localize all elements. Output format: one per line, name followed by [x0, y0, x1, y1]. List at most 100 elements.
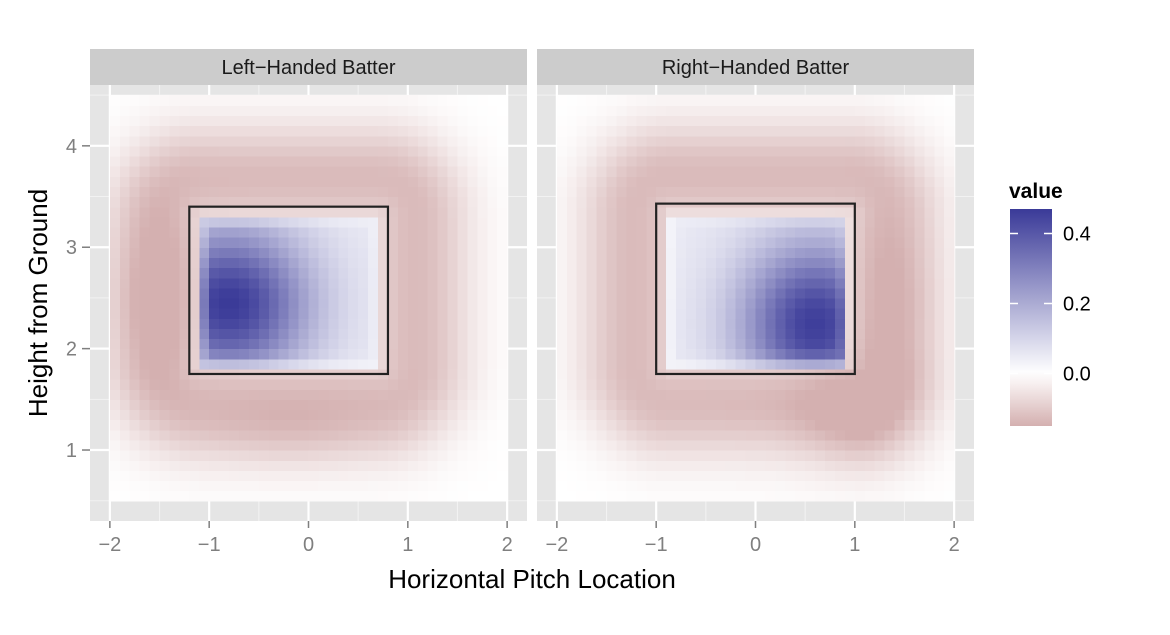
heatmap-tile — [159, 297, 171, 309]
heatmap-tile — [457, 216, 469, 228]
heatmap-tile — [149, 399, 161, 411]
heatmap-tile — [844, 419, 856, 431]
heatmap-tile — [477, 257, 488, 269]
heatmap-tile — [199, 490, 210, 502]
heatmap-tile — [427, 247, 439, 258]
heatmap-tile — [189, 389, 200, 400]
heatmap-tile — [318, 358, 329, 370]
heatmap-tile — [437, 399, 449, 411]
heatmap-tile — [318, 338, 329, 350]
heatmap-tile — [556, 216, 568, 228]
heatmap-tile — [487, 115, 498, 127]
heatmap-tile — [248, 480, 260, 492]
heatmap-tile — [258, 115, 270, 127]
panel-right: Right−Handed Batter−2 −1 0 1 2 — [537, 49, 974, 556]
heatmap-tile — [924, 267, 935, 279]
heatmap-tile — [815, 237, 826, 248]
heatmap-tile — [854, 155, 866, 167]
heatmap-tile — [934, 480, 945, 492]
heatmap-tile — [924, 358, 935, 370]
heatmap-tile — [318, 115, 329, 127]
heatmap-tile — [636, 470, 647, 482]
heatmap-tile — [407, 196, 419, 208]
heatmap-tile — [437, 297, 449, 309]
heatmap-tile — [894, 95, 906, 106]
heatmap-tile — [397, 450, 409, 461]
heatmap-tile — [219, 257, 230, 269]
heatmap-tile — [139, 247, 151, 258]
heatmap-tile — [169, 196, 180, 208]
heatmap-tile — [129, 176, 141, 187]
heatmap-tile — [586, 155, 598, 167]
heatmap-tile — [785, 348, 796, 360]
heatmap-tile — [844, 389, 856, 400]
heatmap-tile — [288, 115, 300, 127]
heatmap-tile — [407, 277, 419, 289]
heatmap-tile — [815, 480, 826, 492]
heatmap-tile — [944, 348, 955, 360]
heatmap-tile — [397, 216, 409, 228]
heatmap-tile — [805, 439, 816, 451]
heatmap-tile — [268, 308, 280, 319]
heatmap-tile — [129, 287, 141, 299]
heatmap-tile — [119, 480, 131, 492]
heatmap-tile — [427, 470, 439, 482]
heatmap-tile — [189, 267, 200, 279]
heatmap-tile — [924, 338, 935, 350]
heatmap-tile — [715, 226, 727, 238]
heatmap-tile — [149, 490, 161, 502]
heatmap-tile — [636, 105, 647, 117]
heatmap-tile — [894, 186, 906, 198]
heatmap-tile — [288, 196, 300, 208]
heatmap-tile — [278, 206, 290, 218]
heatmap-tile — [616, 155, 627, 167]
heatmap-tile — [119, 95, 131, 106]
heatmap-tile — [378, 186, 389, 198]
heatmap-tile — [268, 105, 280, 117]
heatmap-tile — [229, 480, 240, 492]
heatmap-tile — [735, 308, 747, 319]
heatmap-tile — [427, 125, 439, 137]
heatmap-tile — [934, 247, 945, 258]
heatmap-tile — [606, 216, 618, 228]
heatmap-tile — [387, 439, 399, 451]
heatmap-tile — [149, 358, 161, 370]
heatmap-tile — [149, 470, 161, 482]
heatmap-tile — [576, 338, 588, 350]
heatmap-tile — [368, 196, 379, 208]
heatmap-tile — [248, 267, 260, 279]
heatmap-tile — [258, 186, 270, 198]
heatmap-tile — [666, 379, 677, 390]
heatmap-tile — [904, 267, 916, 279]
heatmap-tile — [884, 460, 896, 471]
heatmap-tile — [576, 257, 588, 269]
heatmap-tile — [179, 176, 190, 187]
heatmap-tile — [457, 348, 469, 360]
heatmap-tile — [934, 186, 945, 198]
heatmap-tile — [407, 237, 419, 248]
heatmap-tile — [656, 257, 667, 269]
heatmap-tile — [199, 439, 210, 451]
heatmap-tile — [805, 490, 816, 502]
heatmap-tile — [586, 338, 598, 350]
heatmap-tile — [606, 257, 618, 269]
heatmap-tile — [785, 206, 796, 218]
heatmap-tile — [576, 196, 588, 208]
heatmap-tile — [368, 308, 379, 319]
heatmap-tile — [586, 480, 598, 492]
heatmap-tile — [705, 257, 717, 269]
heatmap-tile — [378, 135, 389, 147]
heatmap-tile — [338, 328, 349, 340]
heatmap-tile — [705, 490, 717, 502]
heatmap-tile — [368, 226, 379, 238]
heatmap-tile — [626, 105, 637, 117]
heatmap-tile — [656, 287, 667, 299]
heatmap-tile — [705, 470, 717, 482]
heatmap-tile — [268, 247, 280, 258]
heatmap-tile — [229, 186, 240, 198]
heatmap-tile — [129, 419, 141, 431]
heatmap-tile — [209, 297, 220, 309]
heatmap-tile — [586, 389, 598, 400]
heatmap-tile — [407, 206, 419, 218]
heatmap-tile — [179, 460, 190, 471]
